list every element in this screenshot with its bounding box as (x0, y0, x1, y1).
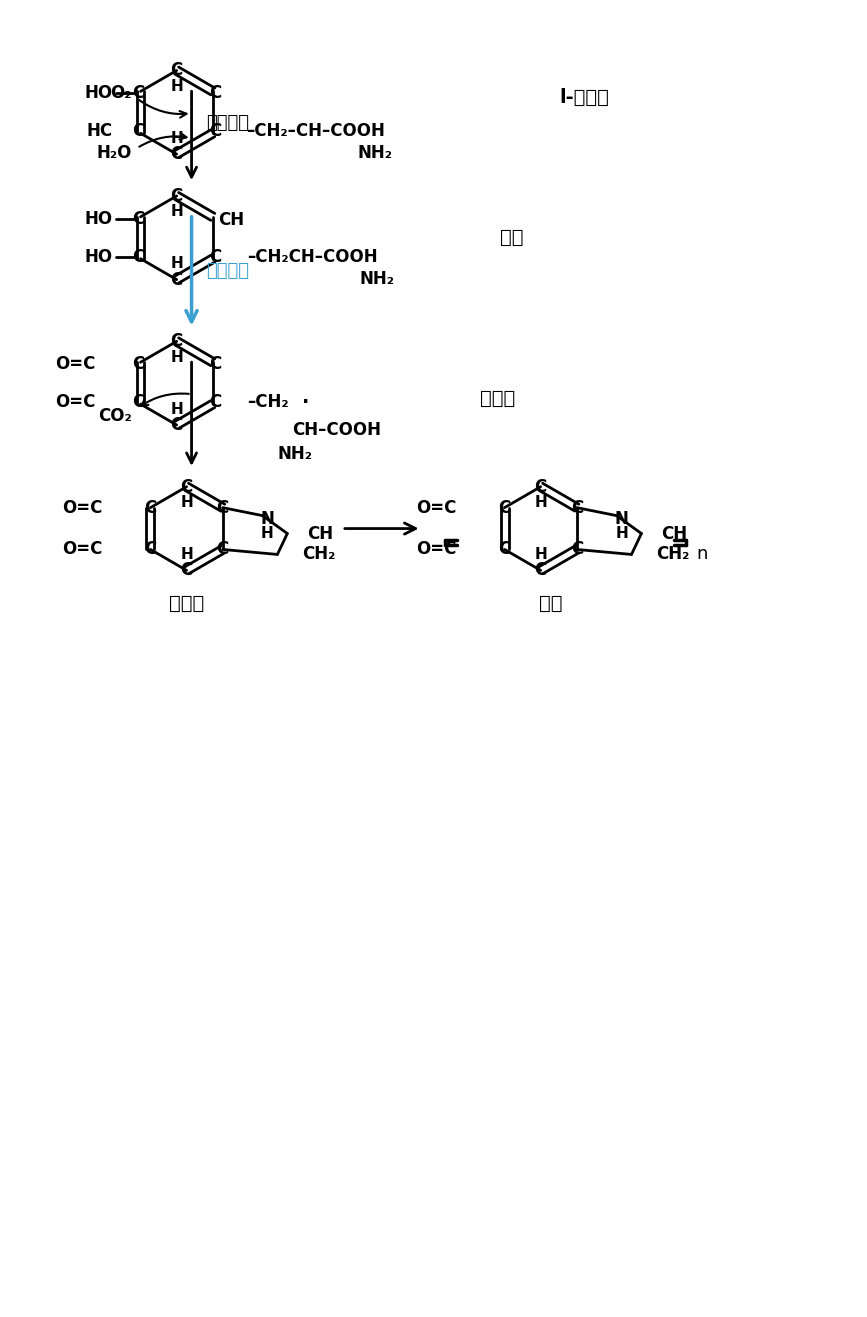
Text: C: C (133, 122, 145, 140)
Text: C: C (171, 145, 183, 163)
Text: C: C (180, 561, 192, 579)
Text: H: H (261, 525, 274, 541)
Text: C: C (133, 248, 145, 266)
Text: C: C (180, 478, 192, 495)
Text: CO₂: CO₂ (98, 407, 132, 425)
Text: CH₂: CH₂ (656, 545, 689, 564)
Text: –CH₂CH–COOH: –CH₂CH–COOH (247, 248, 377, 266)
Text: C: C (209, 248, 221, 266)
Text: 哚吲酮: 哚吲酮 (169, 594, 205, 612)
Text: H: H (534, 547, 547, 562)
Text: O=C: O=C (62, 499, 103, 516)
Text: CH–COOH: CH–COOH (292, 421, 381, 439)
Text: H₂O: H₂O (96, 144, 132, 162)
Text: N: N (260, 510, 274, 528)
Text: l-酪氨酸: l-酪氨酸 (559, 88, 609, 107)
Text: H: H (180, 495, 193, 510)
Text: 多巴: 多巴 (499, 228, 523, 248)
Text: C: C (133, 84, 145, 103)
Text: C: C (570, 499, 583, 516)
Text: H: H (180, 547, 193, 562)
Text: C: C (133, 209, 145, 228)
Text: CH₂: CH₂ (303, 545, 336, 564)
Text: C: C (171, 416, 183, 435)
Text: H: H (170, 402, 183, 416)
Text: ·: · (303, 392, 310, 412)
Text: C: C (133, 392, 145, 411)
Text: C: C (499, 540, 511, 558)
Text: H: H (534, 495, 547, 510)
Text: HO: HO (85, 84, 113, 103)
Text: CH: CH (307, 524, 333, 543)
Text: O=C: O=C (416, 499, 457, 516)
Text: NH₂: NH₂ (357, 144, 392, 162)
Text: C: C (535, 561, 547, 579)
Text: C: C (171, 62, 183, 79)
Text: C: C (209, 122, 221, 140)
Text: C: C (144, 540, 157, 558)
Text: H: H (170, 350, 183, 365)
Text: C: C (535, 478, 547, 495)
Text: O=C: O=C (55, 356, 96, 373)
Text: C: C (217, 540, 229, 558)
Text: H: H (170, 130, 183, 146)
Text: H: H (170, 257, 183, 271)
Text: CH: CH (218, 211, 244, 229)
Text: C: C (171, 270, 183, 288)
Text: C: C (499, 499, 511, 516)
Text: H: H (170, 79, 183, 94)
Text: C: C (209, 356, 221, 373)
Text: C: C (171, 332, 183, 350)
Text: n: n (696, 545, 707, 564)
Text: O=C: O=C (416, 540, 457, 558)
Text: NH₂: NH₂ (277, 445, 312, 462)
Text: O=C: O=C (55, 392, 96, 411)
Text: C: C (217, 499, 229, 516)
Text: HC: HC (87, 122, 113, 140)
Text: N: N (615, 510, 629, 528)
Text: C: C (171, 187, 183, 205)
Text: 黑素: 黑素 (539, 594, 563, 612)
Text: H: H (616, 525, 628, 541)
Text: –CH₂: –CH₂ (246, 392, 288, 411)
Text: HO: HO (85, 209, 113, 228)
Text: C: C (144, 499, 157, 516)
Text: 多巴醌: 多巴醌 (479, 389, 515, 407)
Text: NH₂: NH₂ (359, 270, 394, 287)
Text: O₂: O₂ (110, 84, 132, 103)
Text: O=C: O=C (62, 540, 103, 558)
Text: H: H (170, 204, 183, 220)
Text: HO: HO (85, 248, 113, 266)
Text: 酪氨酸酶: 酪氨酸酶 (206, 262, 250, 281)
Text: C: C (133, 356, 145, 373)
Text: CH: CH (662, 524, 688, 543)
Text: 酪氨酸酶: 酪氨酸酶 (206, 115, 250, 132)
Text: C: C (570, 540, 583, 558)
Text: –CH₂–CH–COOH: –CH₂–CH–COOH (245, 122, 385, 140)
Text: C: C (209, 84, 221, 103)
Text: C: C (209, 392, 221, 411)
